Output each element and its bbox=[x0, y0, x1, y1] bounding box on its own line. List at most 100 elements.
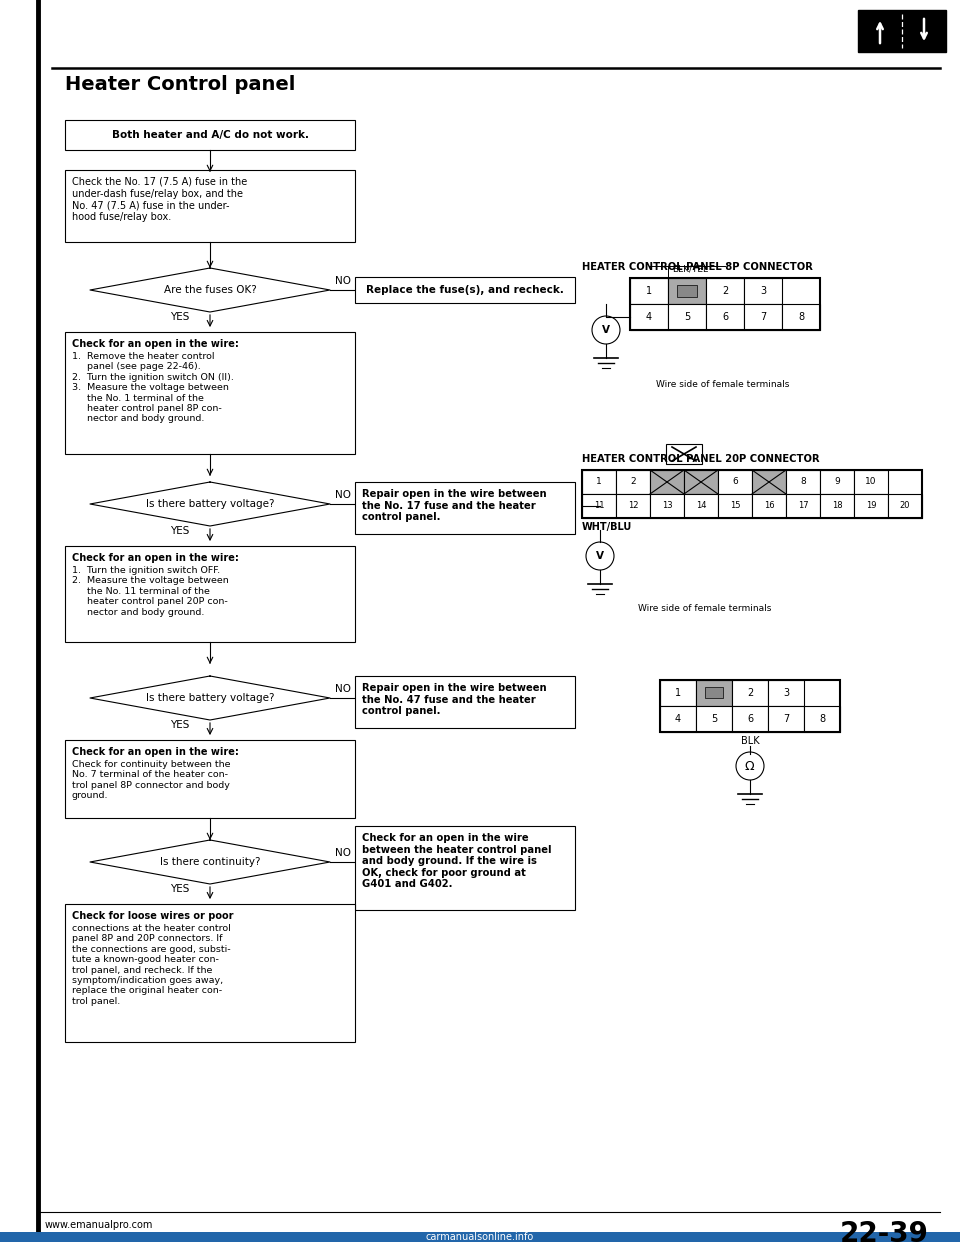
Text: Replace the fuse(s), and recheck.: Replace the fuse(s), and recheck. bbox=[366, 284, 564, 296]
FancyBboxPatch shape bbox=[65, 170, 355, 242]
FancyBboxPatch shape bbox=[706, 278, 744, 304]
FancyBboxPatch shape bbox=[616, 494, 650, 518]
FancyBboxPatch shape bbox=[65, 332, 355, 455]
Text: YES: YES bbox=[170, 720, 189, 730]
FancyBboxPatch shape bbox=[355, 676, 575, 728]
FancyBboxPatch shape bbox=[888, 494, 922, 518]
FancyBboxPatch shape bbox=[732, 681, 768, 705]
Text: 17: 17 bbox=[798, 502, 808, 510]
Text: 7: 7 bbox=[782, 714, 789, 724]
Text: Both heater and A/C do not work.: Both heater and A/C do not work. bbox=[111, 130, 308, 140]
Text: 6: 6 bbox=[747, 714, 753, 724]
FancyBboxPatch shape bbox=[668, 278, 706, 304]
Text: 1: 1 bbox=[596, 477, 602, 487]
Text: Are the fuses OK?: Are the fuses OK? bbox=[163, 284, 256, 296]
Text: Wire side of female terminals: Wire side of female terminals bbox=[638, 604, 772, 614]
FancyBboxPatch shape bbox=[820, 469, 854, 494]
Text: 7: 7 bbox=[760, 312, 766, 322]
Text: HEATER CONTROL PANEL 20P CONNECTOR: HEATER CONTROL PANEL 20P CONNECTOR bbox=[582, 455, 820, 465]
FancyBboxPatch shape bbox=[65, 120, 355, 150]
FancyBboxPatch shape bbox=[630, 278, 668, 304]
Text: 4: 4 bbox=[646, 312, 652, 322]
Text: Check for an open in the wire:: Check for an open in the wire: bbox=[72, 339, 239, 349]
FancyBboxPatch shape bbox=[65, 904, 355, 1042]
FancyBboxPatch shape bbox=[65, 546, 355, 642]
FancyBboxPatch shape bbox=[768, 681, 804, 705]
FancyBboxPatch shape bbox=[768, 705, 804, 732]
Text: 1.  Turn the ignition switch OFF.
2.  Measure the voltage between
     the No. 1: 1. Turn the ignition switch OFF. 2. Meas… bbox=[72, 566, 228, 616]
Text: NO: NO bbox=[335, 491, 351, 501]
Text: NO: NO bbox=[335, 848, 351, 858]
Text: YES: YES bbox=[170, 527, 189, 537]
FancyBboxPatch shape bbox=[355, 277, 575, 303]
FancyBboxPatch shape bbox=[668, 304, 706, 330]
Text: Check for an open in the wire:: Check for an open in the wire: bbox=[72, 746, 239, 758]
FancyBboxPatch shape bbox=[677, 284, 697, 297]
FancyBboxPatch shape bbox=[854, 494, 888, 518]
FancyBboxPatch shape bbox=[660, 705, 696, 732]
Text: 8: 8 bbox=[800, 477, 805, 487]
Text: 3: 3 bbox=[760, 286, 766, 296]
Text: connections at the heater control
panel 8P and 20P connectors. If
the connection: connections at the heater control panel … bbox=[72, 924, 230, 1006]
Text: 13: 13 bbox=[661, 502, 672, 510]
Text: V: V bbox=[602, 325, 610, 335]
Text: 6: 6 bbox=[732, 477, 738, 487]
Text: 2: 2 bbox=[722, 286, 728, 296]
Text: HEATER CONTROL PANEL 8P CONNECTOR: HEATER CONTROL PANEL 8P CONNECTOR bbox=[582, 262, 813, 272]
Text: V: V bbox=[596, 551, 604, 561]
Text: Wire side of female terminals: Wire side of female terminals bbox=[656, 380, 789, 389]
Text: 16: 16 bbox=[764, 502, 775, 510]
FancyBboxPatch shape bbox=[684, 494, 718, 518]
Text: 6: 6 bbox=[722, 312, 728, 322]
Text: 8: 8 bbox=[798, 312, 804, 322]
Text: Repair open in the wire between
the No. 17 fuse and the heater
control panel.: Repair open in the wire between the No. … bbox=[362, 489, 546, 522]
FancyBboxPatch shape bbox=[696, 705, 732, 732]
Text: 8: 8 bbox=[819, 714, 825, 724]
Text: BLK/YEL: BLK/YEL bbox=[672, 265, 708, 274]
FancyBboxPatch shape bbox=[660, 681, 696, 705]
Text: 11: 11 bbox=[593, 502, 604, 510]
FancyBboxPatch shape bbox=[804, 705, 840, 732]
Text: 5: 5 bbox=[684, 312, 690, 322]
Text: NO: NO bbox=[335, 684, 351, 694]
Text: Check for an open in the wire
between the heater control panel
and body ground. : Check for an open in the wire between th… bbox=[362, 833, 551, 889]
FancyBboxPatch shape bbox=[684, 469, 718, 494]
Text: NO: NO bbox=[335, 276, 351, 286]
FancyBboxPatch shape bbox=[666, 443, 702, 465]
FancyBboxPatch shape bbox=[718, 494, 752, 518]
Text: 4: 4 bbox=[675, 714, 681, 724]
Text: 1.  Remove the heater control
     panel (see page 22-46).
2.  Turn the ignition: 1. Remove the heater control panel (see … bbox=[72, 351, 234, 424]
FancyBboxPatch shape bbox=[744, 278, 782, 304]
FancyBboxPatch shape bbox=[582, 494, 616, 518]
FancyBboxPatch shape bbox=[696, 681, 732, 705]
FancyBboxPatch shape bbox=[650, 494, 684, 518]
Text: 3: 3 bbox=[783, 688, 789, 698]
Text: 2: 2 bbox=[630, 477, 636, 487]
Text: Repair open in the wire between
the No. 47 fuse and the heater
control panel.: Repair open in the wire between the No. … bbox=[362, 683, 546, 717]
FancyBboxPatch shape bbox=[355, 826, 575, 910]
Text: 1: 1 bbox=[675, 688, 681, 698]
Text: www.emanualpro.com: www.emanualpro.com bbox=[45, 1220, 154, 1230]
Text: Is there battery voltage?: Is there battery voltage? bbox=[146, 693, 275, 703]
Text: 2: 2 bbox=[747, 688, 754, 698]
Text: YES: YES bbox=[170, 312, 189, 322]
FancyBboxPatch shape bbox=[630, 304, 668, 330]
Text: Check for loose wires or poor: Check for loose wires or poor bbox=[72, 910, 233, 922]
Text: carmanualsonline.info: carmanualsonline.info bbox=[426, 1232, 534, 1242]
FancyBboxPatch shape bbox=[355, 482, 575, 534]
FancyBboxPatch shape bbox=[858, 10, 946, 52]
Text: 12: 12 bbox=[628, 502, 638, 510]
FancyBboxPatch shape bbox=[786, 469, 820, 494]
FancyBboxPatch shape bbox=[616, 469, 650, 494]
Text: 18: 18 bbox=[831, 502, 842, 510]
FancyBboxPatch shape bbox=[744, 304, 782, 330]
Text: WHT/BLU: WHT/BLU bbox=[582, 522, 633, 532]
FancyBboxPatch shape bbox=[752, 469, 786, 494]
Text: 22-39: 22-39 bbox=[840, 1220, 929, 1242]
Text: Is there continuity?: Is there continuity? bbox=[159, 857, 260, 867]
Text: Heater Control panel: Heater Control panel bbox=[65, 75, 296, 94]
Text: 10: 10 bbox=[865, 477, 876, 487]
FancyBboxPatch shape bbox=[854, 469, 888, 494]
Text: Is there battery voltage?: Is there battery voltage? bbox=[146, 499, 275, 509]
Text: 20: 20 bbox=[900, 502, 910, 510]
